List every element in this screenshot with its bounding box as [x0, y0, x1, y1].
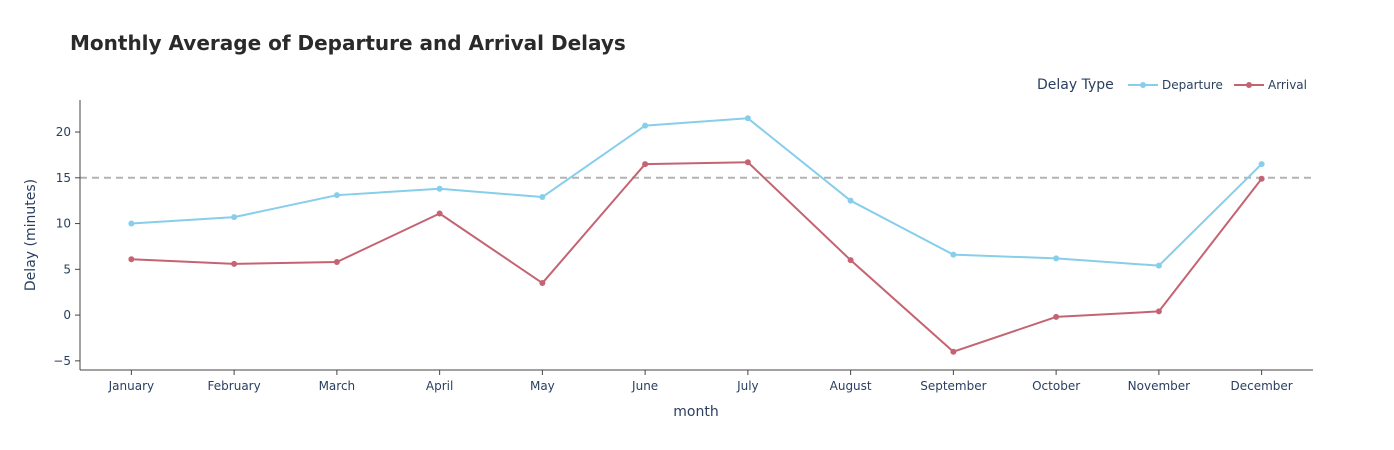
x-tick-label: January	[108, 379, 155, 393]
legend-title: Delay Type	[1037, 77, 1114, 93]
series-line	[131, 161, 1263, 353]
data-point	[1258, 161, 1265, 168]
series-line	[131, 117, 1263, 267]
data-point	[539, 194, 546, 201]
x-axis-title: month	[673, 404, 718, 420]
data-point	[231, 260, 238, 267]
y-tick-label: 0	[63, 308, 71, 322]
chart-title: Monthly Average of Departure and Arrival…	[70, 31, 626, 55]
x-tick-label: April	[426, 379, 453, 393]
series-arrival	[128, 159, 1265, 355]
data-point	[436, 185, 443, 192]
data-point	[1155, 262, 1162, 269]
x-tick-label: June	[631, 379, 658, 393]
y-tick-label: 5	[63, 262, 71, 276]
x-tick-label: May	[530, 379, 555, 393]
x-tick-label: November	[1128, 379, 1190, 393]
data-point	[642, 161, 649, 168]
data-point	[1053, 313, 1060, 320]
data-point	[744, 115, 751, 122]
y-tick-label: 20	[56, 125, 71, 139]
data-point	[847, 257, 854, 264]
y-tick-label: −5	[53, 354, 71, 368]
legend-swatch-marker	[1140, 82, 1146, 88]
data-point	[642, 122, 649, 129]
data-point	[231, 214, 238, 221]
legend-label: Arrival	[1268, 78, 1307, 92]
data-point	[1155, 308, 1162, 315]
series-layer	[128, 115, 1265, 355]
data-point	[128, 220, 135, 227]
legend-swatch-marker	[1246, 82, 1252, 88]
x-tick-label: July	[736, 379, 759, 393]
x-tick-label: August	[830, 379, 872, 393]
data-point	[1258, 175, 1265, 182]
data-point	[1053, 255, 1060, 262]
axes: −5 0 5 10 15 20 January February March April May Ju…	[53, 100, 1313, 393]
y-tick-label: 10	[56, 217, 71, 231]
legend-item-departure[interactable]: Departure	[1128, 78, 1223, 92]
data-point	[333, 192, 340, 199]
x-tick-label: December	[1231, 379, 1293, 393]
data-point	[539, 280, 546, 287]
legend-label: Departure	[1162, 78, 1223, 92]
y-tick-label: 15	[56, 171, 71, 185]
series-departure	[128, 115, 1265, 269]
data-point	[847, 197, 854, 204]
legend: Delay Type Departure Arrival	[1037, 77, 1307, 93]
y-axis-title: Delay (minutes)	[23, 179, 39, 291]
legend-item-arrival[interactable]: Arrival	[1234, 78, 1307, 92]
data-point	[950, 251, 957, 258]
x-tick-label: October	[1032, 379, 1080, 393]
x-tick-label: September	[920, 379, 986, 393]
data-point	[333, 259, 340, 265]
x-tick-label: February	[208, 379, 261, 393]
data-point	[744, 159, 751, 166]
data-point	[950, 348, 957, 355]
data-point	[436, 210, 443, 217]
x-tick-label: March	[319, 379, 356, 393]
data-point	[128, 256, 135, 263]
